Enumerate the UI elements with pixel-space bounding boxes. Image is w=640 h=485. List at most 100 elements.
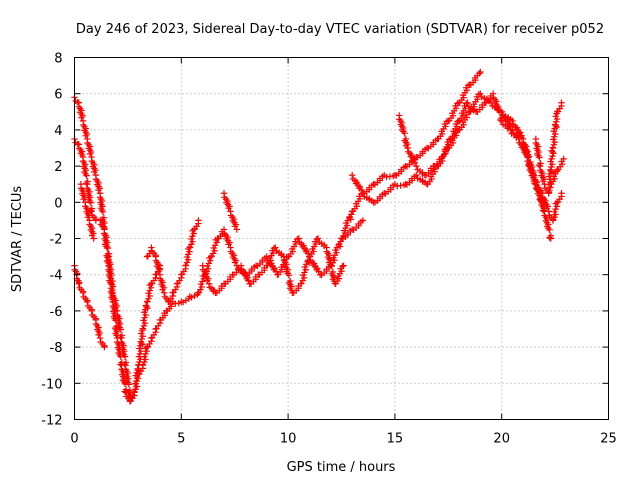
track-point <box>535 161 543 169</box>
y-tick-label: -6 <box>50 305 63 320</box>
y-tick-label: -4 <box>50 269 63 284</box>
y-tick-label: 2 <box>54 160 62 175</box>
x-tick-label: 15 <box>387 432 404 447</box>
data-point <box>314 235 322 242</box>
track-point <box>525 161 532 169</box>
track-point <box>83 172 90 179</box>
data-point <box>75 280 82 287</box>
track-point <box>328 262 335 270</box>
x-tick-label: 20 <box>493 432 510 447</box>
track-point <box>191 292 198 300</box>
track-point <box>134 365 141 373</box>
series-arc-1 <box>71 94 202 405</box>
data-point <box>263 253 270 260</box>
track-point <box>315 268 322 275</box>
data-point <box>88 307 95 315</box>
data-point <box>148 244 155 251</box>
data-point <box>545 208 552 215</box>
data-point <box>509 126 516 134</box>
x-axis-label: GPS time / hours <box>287 460 396 475</box>
y-tick-label: -10 <box>41 377 62 392</box>
data-point <box>547 235 555 242</box>
track-point <box>104 244 112 252</box>
series-arc-14 <box>547 155 567 188</box>
data-point <box>205 280 213 287</box>
y-axis-label: SDTVAR / TECUs <box>10 186 25 293</box>
track-point <box>304 257 312 264</box>
track-point <box>121 361 128 368</box>
data-point <box>161 289 168 296</box>
data-point <box>272 244 279 251</box>
track-point <box>339 263 346 270</box>
series-arc-7 <box>199 235 347 296</box>
series-arc-13 <box>532 99 565 197</box>
axis-layer: 0 5 10 15 20 25 -12 -10 -8 -6 -4 -2 0 2 4 6 8 <box>41 52 617 447</box>
marks-layer <box>71 68 567 405</box>
track-point <box>99 208 107 216</box>
data-point <box>96 334 104 342</box>
track-point <box>546 226 553 234</box>
track-point <box>390 172 397 180</box>
series-arc-12 <box>498 108 565 224</box>
y-tick-label: -8 <box>50 341 63 356</box>
track-point <box>525 154 532 161</box>
track-point <box>285 271 293 279</box>
series-arc-2 <box>71 135 164 401</box>
data-point <box>90 235 97 242</box>
data-point <box>340 262 347 269</box>
track-point <box>476 70 483 77</box>
track-point <box>411 159 419 166</box>
data-point <box>558 99 565 106</box>
track-point <box>87 199 95 206</box>
data-point <box>101 343 108 351</box>
data-point <box>359 190 367 197</box>
data-point <box>477 68 484 76</box>
data-point <box>359 217 367 224</box>
data-point <box>295 235 302 242</box>
data-point <box>195 217 202 224</box>
track-point <box>108 271 115 279</box>
data-point <box>532 181 540 188</box>
series-arc-8 <box>220 190 241 233</box>
data-point <box>79 289 87 296</box>
track-point <box>83 180 90 187</box>
x-tick-label: 0 <box>70 432 78 447</box>
y-tick-label: -12 <box>41 414 62 429</box>
series-arc-5 <box>143 217 202 306</box>
track-point <box>539 207 547 214</box>
data-point <box>413 171 420 179</box>
track-point <box>401 129 408 137</box>
track-point <box>121 353 129 360</box>
y-tick-label: 0 <box>54 196 62 211</box>
track-point <box>117 333 124 341</box>
track-point <box>546 234 553 241</box>
track-point <box>142 302 150 309</box>
track-point <box>104 252 111 259</box>
data-point <box>498 108 505 115</box>
data-point <box>464 99 471 106</box>
data-point <box>96 217 104 224</box>
x-tick-label: 25 <box>600 432 617 447</box>
series-arc-3 <box>71 262 108 351</box>
track-point <box>121 388 128 395</box>
data-point <box>348 171 356 179</box>
data-point <box>84 298 91 306</box>
series-arc-6 <box>195 217 367 296</box>
x-tick-label: 10 <box>280 432 297 447</box>
track-point <box>117 326 124 333</box>
y-tick-label: 8 <box>54 52 62 67</box>
track-point <box>358 186 365 194</box>
track-point <box>507 123 515 130</box>
y-tick-label: -2 <box>50 233 63 248</box>
track-point <box>188 294 195 301</box>
series-arc-4 <box>77 181 97 242</box>
track-point <box>536 154 543 161</box>
chart-title: Day 246 of 2023, Sidereal Day-to-day VTE… <box>76 22 604 37</box>
track-point <box>497 116 504 124</box>
track-point <box>400 181 408 189</box>
x-tick-label: 5 <box>177 432 185 447</box>
data-point <box>413 162 420 170</box>
track-point <box>245 277 252 284</box>
